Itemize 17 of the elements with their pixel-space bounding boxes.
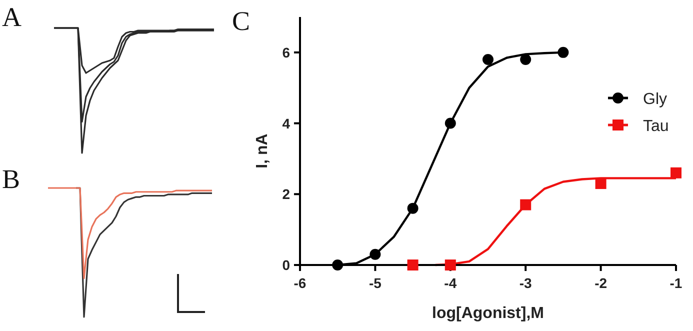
- y-axis-title: I, nA: [254, 133, 271, 168]
- chart-title: C: [232, 6, 250, 36]
- chart-title: A: [2, 2, 22, 32]
- x-tick-label: -5: [368, 275, 382, 291]
- legend-label: Tau: [643, 118, 669, 135]
- x-tick-label: -1: [670, 275, 682, 291]
- x-tick-label: -2: [594, 275, 608, 291]
- y-tick-label: 0: [282, 257, 290, 273]
- x-tick-label: -4: [444, 275, 457, 291]
- x-tick-label: -6: [294, 275, 306, 291]
- x-tick-label: -3: [519, 275, 532, 291]
- y-tick-label: 4: [282, 115, 290, 132]
- legend-label: Gly: [643, 91, 667, 108]
- chart-title: B: [2, 164, 20, 194]
- y-tick-label: 2: [282, 186, 290, 202]
- x-axis-title: log[Agonist],M: [432, 305, 544, 322]
- y-tick-label: 6: [282, 44, 290, 60]
